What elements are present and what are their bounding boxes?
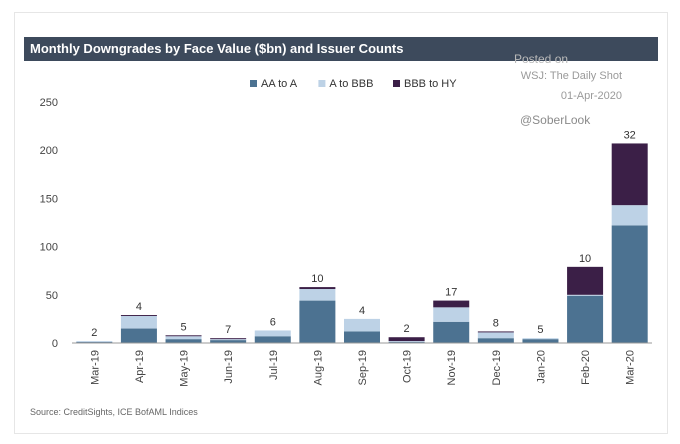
legend: AA to A A to BBB BBB to HY bbox=[250, 78, 457, 90]
bar-segment bbox=[210, 338, 247, 340]
bar-segment bbox=[567, 295, 604, 343]
legend-label: BBB to HY bbox=[404, 78, 457, 90]
legend-label: A to BBB bbox=[329, 78, 373, 90]
issuer-count-label: 6 bbox=[270, 316, 276, 328]
bar-segment bbox=[388, 337, 425, 342]
legend-swatch bbox=[250, 80, 257, 87]
x-tick-label: Oct-19 bbox=[402, 350, 414, 383]
x-tick-label: Jul-19 bbox=[268, 350, 280, 380]
bar-segment bbox=[76, 341, 113, 343]
y-tick-label: 200 bbox=[40, 145, 58, 157]
x-tick-label: Aug-19 bbox=[312, 350, 324, 385]
bar-segment bbox=[299, 300, 336, 343]
bar-segment bbox=[165, 336, 202, 340]
legend-label: AA to A bbox=[261, 78, 298, 90]
watermark-source: WSJ: The Daily Shot bbox=[520, 70, 622, 82]
watermark-handle: @SoberLook bbox=[520, 113, 591, 127]
watermark-date: 01-Apr-2020 bbox=[560, 90, 622, 102]
issuer-count-label: 17 bbox=[445, 287, 457, 299]
issuer-count-label: 10 bbox=[579, 253, 591, 265]
x-tick-label: Nov-19 bbox=[446, 350, 458, 385]
bar-segment bbox=[299, 287, 336, 290]
chart-title: Monthly Downgrades by Face Value ($bn) a… bbox=[24, 37, 658, 61]
x-axis: Mar-19 Apr-19 May-19 Jun-19 Jul-19 Aug-19 Sep-… bbox=[89, 350, 636, 387]
x-tick-label: Jun-19 bbox=[223, 350, 235, 384]
bar-segment bbox=[254, 336, 291, 343]
bar-segment bbox=[611, 205, 648, 226]
issuer-count-label: 2 bbox=[91, 327, 97, 339]
x-tick-label: Jan-20 bbox=[535, 350, 547, 384]
y-tick-label: 50 bbox=[46, 290, 58, 302]
issuer-count-label: 8 bbox=[493, 317, 499, 329]
bar-segment bbox=[611, 143, 648, 206]
chart-frame bbox=[14, 12, 668, 434]
bar-segment bbox=[433, 307, 470, 322]
issuer-count-label: 5 bbox=[180, 321, 186, 333]
issuer-counts: 2 4 5 7 6 10 4 2 17 8 5 10 32 bbox=[91, 129, 636, 339]
issuer-count-label: 4 bbox=[359, 305, 365, 317]
bar-segment bbox=[254, 330, 291, 337]
bar-segment bbox=[477, 332, 514, 339]
bar-segment bbox=[299, 289, 336, 301]
bar-segment bbox=[522, 339, 559, 343]
y-axis: 0 50 100 150 200 250 bbox=[40, 97, 58, 350]
y-tick-label: 150 bbox=[40, 193, 58, 205]
watermark-posted-on: Posted on bbox=[514, 52, 569, 66]
bar-segment bbox=[567, 266, 604, 295]
issuer-count-label: 7 bbox=[225, 324, 231, 336]
x-tick-label: Dec-19 bbox=[491, 350, 503, 385]
bar-segment bbox=[120, 316, 157, 329]
bar-segment bbox=[477, 338, 514, 343]
bar-segment bbox=[165, 339, 202, 343]
x-tick-label: May-19 bbox=[179, 350, 191, 387]
bar-segment bbox=[210, 339, 247, 341]
issuer-count-label: 32 bbox=[624, 129, 636, 141]
x-tick-label: Apr-19 bbox=[134, 350, 146, 383]
x-tick-label: Feb-20 bbox=[580, 350, 592, 385]
bar-segment bbox=[210, 340, 247, 343]
bar-segment bbox=[344, 318, 380, 332]
y-tick-label: 100 bbox=[40, 242, 58, 254]
source-note: Source: CreditSights, ICE BofAML Indices bbox=[30, 407, 198, 417]
bar-segment bbox=[433, 300, 470, 308]
bar-segment bbox=[611, 225, 648, 343]
bars bbox=[76, 143, 648, 343]
x-tick-label: Mar-19 bbox=[89, 350, 101, 385]
bar-segment bbox=[567, 294, 604, 296]
legend-swatch bbox=[393, 80, 400, 87]
bar-segment bbox=[388, 341, 425, 343]
bar-segment bbox=[165, 335, 202, 337]
issuer-count-label: 10 bbox=[311, 273, 323, 285]
bar-segment bbox=[344, 331, 380, 343]
y-tick-label: 0 bbox=[52, 338, 58, 350]
x-tick-label: Mar-20 bbox=[625, 350, 637, 385]
issuer-count-label: 5 bbox=[537, 324, 543, 336]
bar-segment bbox=[433, 321, 470, 343]
issuer-count-label: 2 bbox=[404, 323, 410, 335]
issuer-count-label: 4 bbox=[136, 301, 142, 313]
legend-swatch bbox=[318, 80, 326, 87]
bar-segment bbox=[120, 328, 157, 343]
x-tick-label: Sep-19 bbox=[357, 350, 369, 385]
bar-segment bbox=[522, 338, 559, 340]
y-tick-label: 250 bbox=[40, 97, 58, 109]
bar-segment bbox=[120, 315, 157, 317]
bar-segment bbox=[477, 331, 514, 333]
